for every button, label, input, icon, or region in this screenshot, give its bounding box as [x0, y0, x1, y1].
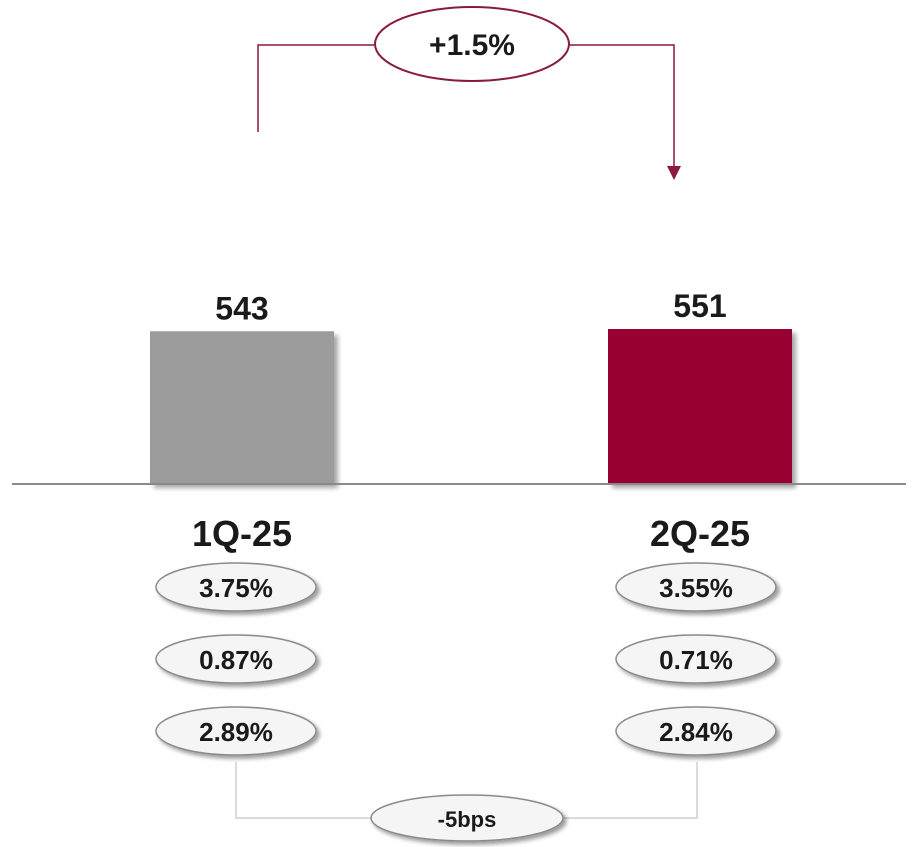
rate-value-1q25-row1: 3.75%	[199, 573, 273, 603]
rate-value-1q25-row2: 0.87%	[199, 645, 273, 675]
x-tick-label-2q25: 2Q-25	[650, 513, 750, 554]
rate-value-1q25-row3: 2.89%	[199, 717, 273, 747]
rate-pill	[615, 562, 777, 612]
rate-pill	[155, 562, 317, 612]
rate-value-2q25-row1: 3.55%	[659, 573, 733, 603]
growth-connector-left	[257, 44, 378, 132]
bar-value-label: 551	[673, 288, 726, 324]
bar-2q-25	[608, 329, 792, 484]
rate-change-label: -5bps	[438, 807, 497, 832]
rate-pill	[155, 634, 317, 684]
x-tick-label-1q25: 1Q-25	[192, 513, 292, 554]
rate-pill	[615, 706, 777, 756]
growth-arrowhead-icon	[667, 166, 681, 180]
growth-badge	[374, 6, 570, 82]
bar-1q-25	[150, 331, 334, 484]
rate-value-2q25-row2: 0.71%	[659, 645, 733, 675]
rate-pill	[615, 634, 777, 684]
rate-value-2q25-row3: 2.84%	[659, 717, 733, 747]
bar-value-label: 543	[215, 290, 268, 326]
growth-label: +1.5%	[429, 29, 515, 62]
growth-connector-right	[566, 44, 675, 166]
rate-change-pill	[370, 794, 564, 842]
rate-pill	[155, 706, 317, 756]
